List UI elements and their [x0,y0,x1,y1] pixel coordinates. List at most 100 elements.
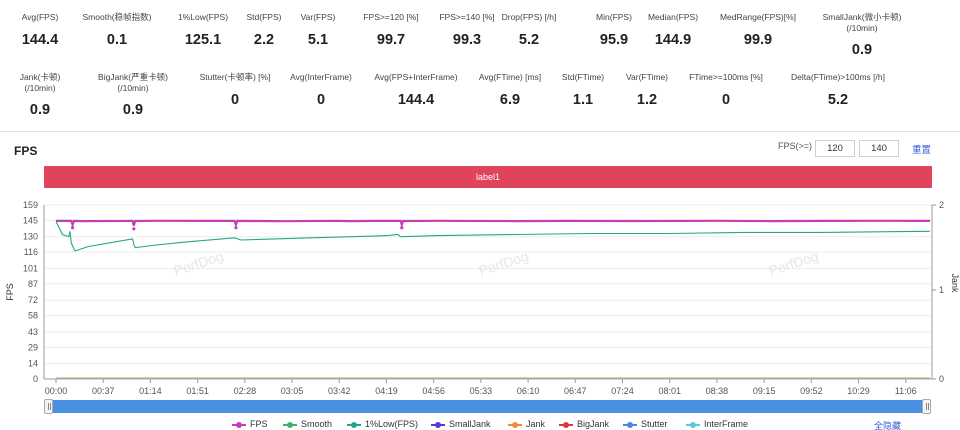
chart-legend: FPS Smooth 1%Low(FPS) SmallJank Jank BigJank S… [0,419,960,430]
stat-label: Delta(FTime)>100ms [/h] [791,72,885,82]
stat-label: MedRange(FPS)[%] [719,12,797,22]
y-tick-label: 116 [24,247,38,257]
fps-threshold-input-1[interactable] [815,140,855,157]
stats_row2-stat-4: Avg(FPS+InterFrame) 144.4 [356,72,476,108]
stats_row2-stat-9: Delta(FTime)>100ms [/h] 5.2 [778,72,898,108]
legend-item-stutter[interactable]: Stutter [641,419,668,429]
stat-value: 99.3 [452,32,482,48]
legend-item-fps[interactable]: FPS [250,419,268,429]
stat-value: 0.1 [106,32,128,48]
x-tick-label: 01:51 [186,386,209,396]
series-line-1-low-fps- [55,221,931,252]
time-range-slider[interactable] [46,400,930,413]
slider-handle-right[interactable] [922,399,931,414]
stats_row2-stat-2: Stutter(卡顿率) [%] 0 [175,72,295,108]
watermark-text: PerfDog [172,248,226,279]
x-tick-label: 06:10 [517,386,540,396]
stats_row1-stat-2: 1%Low(FPS) 125.1 [143,12,263,48]
legend-swatch[interactable] [431,422,445,428]
stat-value: 6.9 [499,92,521,108]
x-tick-label: 06:47 [564,386,587,396]
y-tick-label: 29 [28,342,38,352]
legend-swatch[interactable] [232,422,246,428]
stat-value: 125.1 [184,32,222,48]
stats_row1-stat-11: SmallJank(微小卡顿) (/10min) 0.9 [802,12,922,58]
divider [0,131,960,132]
legend-swatch[interactable] [347,422,361,428]
stat-label: Smooth(稳帧指数) [82,12,152,22]
stats_row1-stat-6: FPS>=140 [%] 99.3 [407,12,527,48]
legend-item-smalljank[interactable]: SmallJank [449,419,491,429]
stat-label: Median(FPS) [647,12,699,22]
reset-button[interactable]: 重置 [912,145,932,156]
stat-value: 5.1 [307,32,329,48]
x-tick-label: 05:33 [470,386,493,396]
stat-label: Avg(FPS) [21,12,59,22]
fps-dip-point [234,226,238,230]
fps-dip-point [70,226,75,230]
stat-label: Jank(卡顿) [19,72,61,82]
y2-axis-label: Jank [950,273,960,293]
stat-label: Std(FTime) [561,72,605,82]
y-tick-label: 0 [33,374,38,384]
stats_row1-stat-10: MedRange(FPS)[%] 99.9 [698,12,818,48]
stat-label: Stutter(卡顿率) [%] [199,72,271,82]
stat-value: 0 [721,92,731,108]
legend-item-jank[interactable]: Jank [526,419,546,429]
y-axis-label: FPS [5,283,15,301]
stat-value: 144.9 [654,32,692,48]
y2-tick-label: 2 [939,200,944,210]
legend-item-smooth[interactable]: Smooth [301,419,333,429]
fps-threshold-input-2[interactable] [859,140,899,157]
slider-handle-left[interactable] [44,399,53,414]
stat-value: 0.9 [122,102,144,118]
stat-label-unit: (/10min) [24,83,56,93]
legend-item-interframe[interactable]: InterFrame [704,419,749,429]
stat-value: 5.2 [827,92,849,108]
stat-label-unit: (/10min) [117,83,149,93]
fps-dip-point [400,226,404,230]
stat-label: FPS>=140 [%] [439,12,495,22]
x-tick-label: 00:00 [45,386,68,396]
stat-label: Min(FPS) [596,12,632,22]
legend-item-bigjank[interactable]: BigJank [577,419,610,429]
stats_row2-stat-5: Avg(FTime) [ms] 6.9 [450,72,570,108]
x-tick-label: 03:05 [281,386,304,396]
x-tick-label: 08:38 [706,386,729,396]
stat-value: 1.1 [572,92,594,108]
stats_row1-stat-8: Min(FPS) 95.9 [554,12,674,48]
legend-swatch[interactable] [686,422,700,428]
stat-label: 1%Low(FPS) [177,12,229,22]
x-tick-label: 07:24 [611,386,634,396]
label-bar[interactable]: label1 [44,166,932,188]
legend-item-1-low-fps-[interactable]: 1%Low(FPS) [365,419,419,429]
stat-label: Avg(InterFrame) [290,72,352,82]
x-tick-label: 08:01 [658,386,681,396]
x-tick-label: 03:42 [328,386,351,396]
y-tick-label: 87 [28,279,38,289]
y-tick-label: 72 [28,295,38,305]
stat-label: FPS>=120 [%] [363,12,419,22]
stat-value: 0.9 [851,42,873,58]
stat-value: 1.2 [636,92,658,108]
legend-swatch[interactable] [623,422,637,428]
watermark-text: PerfDog [477,248,531,279]
stat-value: 2.2 [253,32,275,48]
hide-all-button[interactable]: 全隐藏 [874,421,902,430]
stats_row2-stat-7: Var(FTime) 1.2 [587,72,707,108]
stats_row1-stat-3: Std(FPS) 2.2 [204,12,324,48]
legend-swatch[interactable] [559,422,573,428]
x-tick-label: 09:52 [800,386,823,396]
legend-swatch[interactable] [508,422,522,428]
y-tick-label: 145 [23,215,38,225]
stats_row1-stat-0: Avg(FPS) 144.4 [0,12,100,48]
stats_row2-stat-1: BigJank(严重卡顿) (/10min) 0.9 [73,72,193,118]
stat-value: 0 [230,92,240,108]
y-tick-label: 14 [28,359,38,369]
stat-value: 95.9 [599,32,629,48]
y2-tick-label: 0 [939,374,944,384]
y-tick-label: 101 [23,263,38,273]
x-tick-label: 11:06 [895,386,917,396]
legend-swatch[interactable] [283,422,297,428]
